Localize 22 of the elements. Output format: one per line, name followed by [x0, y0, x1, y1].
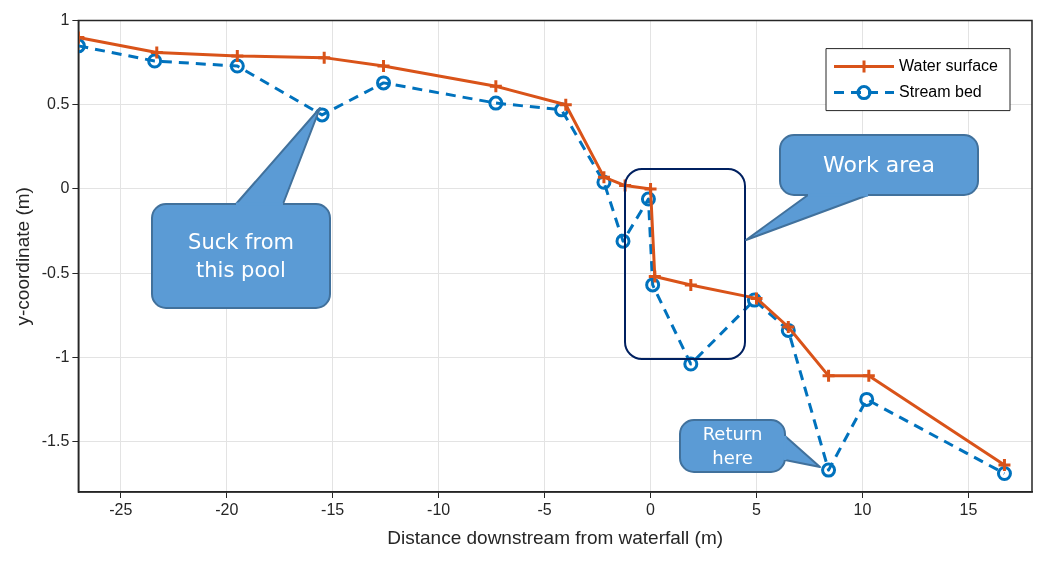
y-tick-label: -0.5: [41, 263, 70, 281]
legend-label: Water surface: [899, 57, 999, 75]
y-tick-label: 0: [60, 179, 70, 197]
y-axis-title: y-coordinate (m): [11, 187, 33, 326]
x-tick-label: -20: [215, 501, 239, 519]
x-tick-label: 10: [853, 501, 872, 519]
x-tick-label: 0: [646, 501, 656, 519]
annotation: Suck from this pool: [152, 204, 330, 308]
x-axis-title: Distance downstream from waterfall (m): [387, 526, 724, 548]
y-tick-label: 0.5: [47, 95, 70, 113]
x-tick-label: -15: [321, 501, 345, 519]
y-tick-label: -1.5: [41, 431, 70, 449]
annotation: Work area: [780, 135, 978, 195]
x-tick-label: 15: [959, 501, 978, 519]
annotation: Return here: [680, 420, 785, 472]
y-tick-label: 1: [60, 11, 70, 29]
x-tick-label: -25: [109, 501, 133, 519]
x-tick-label: 5: [752, 501, 762, 519]
x-tick-label: -5: [537, 501, 552, 519]
y-tick-label: -1: [55, 347, 70, 365]
x-tick-label: -10: [427, 501, 451, 519]
legend-label: Stream bed: [899, 83, 982, 101]
